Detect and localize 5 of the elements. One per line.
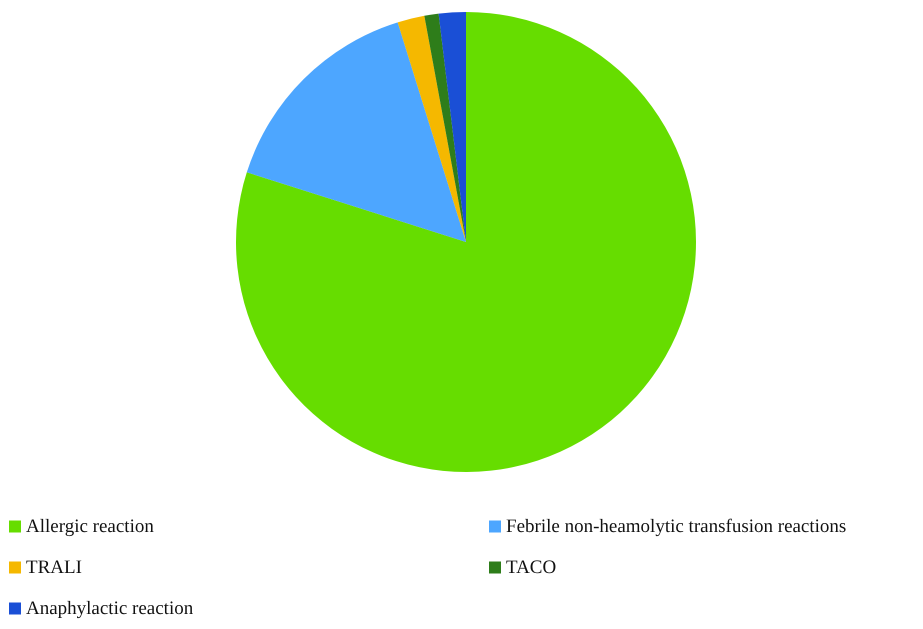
legend-label: Febrile non-heamolytic transfusion reactions <box>506 516 846 537</box>
legend-label: TACO <box>506 557 556 578</box>
legend-label: TRALI <box>26 557 82 578</box>
legend-label: Allergic reaction <box>26 516 154 537</box>
legend-label: Anaphylactic reaction <box>26 598 194 619</box>
